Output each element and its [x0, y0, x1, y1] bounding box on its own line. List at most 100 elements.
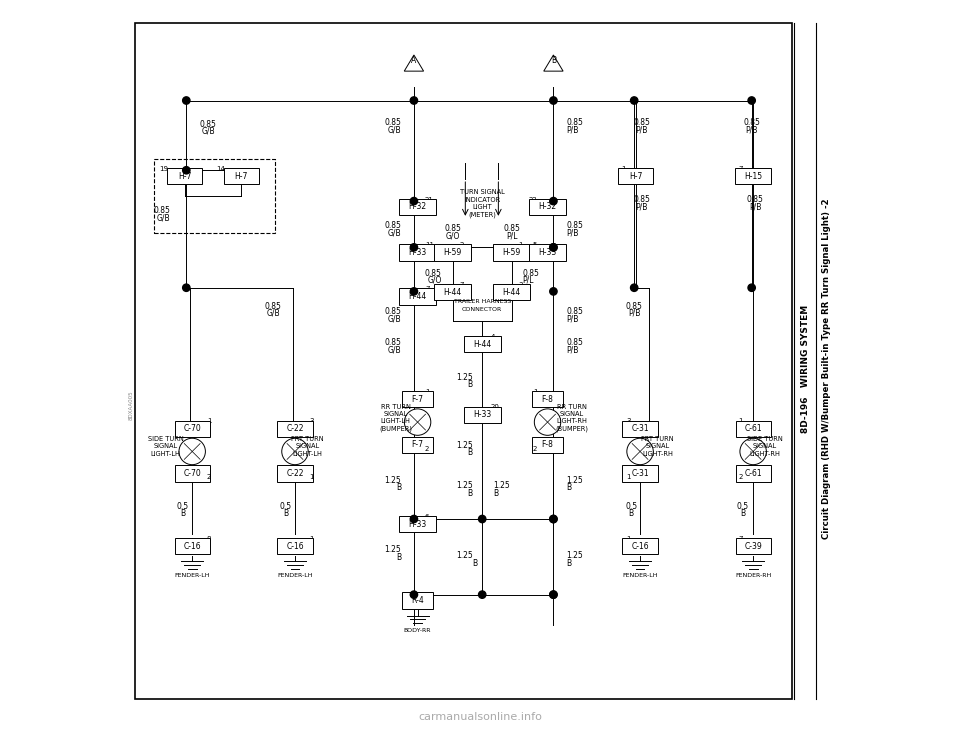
Text: 1: 1 — [626, 536, 631, 542]
Text: C-61: C-61 — [744, 425, 762, 433]
Text: 6: 6 — [425, 514, 429, 520]
Text: G/B: G/B — [202, 127, 215, 136]
Bar — [277, 466, 313, 481]
Bar — [464, 336, 500, 352]
Text: B: B — [472, 559, 478, 567]
Text: G/B: G/B — [266, 309, 279, 318]
Circle shape — [550, 198, 557, 205]
Text: H-44: H-44 — [408, 292, 426, 301]
Text: 0.85: 0.85 — [425, 268, 442, 278]
Text: LIGHT-RH: LIGHT-RH — [750, 450, 780, 457]
Text: B: B — [629, 509, 634, 518]
Text: 0.85: 0.85 — [566, 307, 584, 315]
Text: FRT TURN: FRT TURN — [291, 436, 324, 442]
Text: 7: 7 — [460, 282, 464, 288]
Text: B: B — [566, 559, 572, 567]
Circle shape — [535, 409, 561, 436]
Text: FENDER-RH: FENDER-RH — [735, 573, 771, 578]
Text: CONNECTOR: CONNECTOR — [462, 307, 502, 312]
Circle shape — [550, 591, 557, 598]
Text: G/O: G/O — [427, 276, 442, 285]
Circle shape — [550, 244, 557, 251]
Text: RR TURN: RR TURN — [380, 404, 411, 410]
Text: A: A — [411, 56, 417, 66]
Text: 0.85: 0.85 — [747, 195, 764, 204]
Text: H-7: H-7 — [629, 172, 642, 181]
Text: FENDER-LH: FENDER-LH — [277, 573, 313, 578]
Circle shape — [182, 167, 190, 174]
Text: B: B — [468, 448, 472, 458]
Text: Circuit Diagram (RHD W/Bumper Built-in Type RR Turn Signal Light) -2: Circuit Diagram (RHD W/Bumper Built-in T… — [822, 198, 831, 539]
Bar — [402, 437, 433, 453]
Text: 1.25: 1.25 — [493, 481, 510, 491]
Text: 1: 1 — [310, 536, 314, 542]
Text: TRAILER HARNESS: TRAILER HARNESS — [453, 299, 511, 304]
Text: P/B: P/B — [749, 203, 761, 212]
Text: 0.85: 0.85 — [444, 225, 461, 234]
Text: G/B: G/B — [388, 346, 401, 354]
Text: 21: 21 — [425, 197, 434, 203]
Circle shape — [550, 97, 557, 104]
Bar — [735, 538, 771, 554]
Text: 0.85: 0.85 — [200, 119, 217, 128]
Bar — [399, 245, 436, 261]
Bar — [167, 168, 203, 184]
Text: H-33: H-33 — [539, 248, 557, 257]
Text: 1.25: 1.25 — [385, 545, 401, 554]
Circle shape — [410, 591, 418, 598]
Text: 1.25: 1.25 — [566, 551, 584, 560]
Text: C-31: C-31 — [632, 469, 649, 478]
Text: H-15: H-15 — [744, 172, 762, 181]
Text: R-4: R-4 — [411, 596, 424, 605]
Text: 0.85: 0.85 — [566, 338, 584, 347]
Text: 19: 19 — [159, 166, 169, 172]
Bar — [622, 538, 658, 554]
Text: 8: 8 — [206, 536, 211, 542]
Circle shape — [627, 439, 653, 465]
Text: LIGHT-LH: LIGHT-LH — [293, 450, 323, 457]
Text: C-70: C-70 — [183, 469, 201, 478]
Text: SIGNAL: SIGNAL — [646, 444, 670, 450]
Text: H-59: H-59 — [502, 248, 520, 257]
Circle shape — [478, 591, 486, 598]
Text: 1: 1 — [621, 166, 625, 172]
Text: B: B — [468, 489, 472, 497]
Text: C-70: C-70 — [183, 425, 201, 433]
Text: C-16: C-16 — [183, 542, 201, 551]
Text: 0.85: 0.85 — [385, 221, 401, 230]
Text: carmanualsonline.info: carmanualsonline.info — [418, 712, 542, 722]
Text: 5: 5 — [533, 242, 538, 248]
Bar — [493, 245, 530, 261]
Bar — [277, 538, 313, 554]
Text: G/B: G/B — [156, 214, 170, 223]
Text: C-39: C-39 — [744, 542, 762, 551]
Text: 1.25: 1.25 — [385, 475, 401, 485]
Text: 0.85: 0.85 — [503, 225, 520, 234]
Text: 3: 3 — [626, 419, 631, 425]
Text: 7: 7 — [738, 536, 743, 542]
Bar — [175, 538, 210, 554]
Circle shape — [410, 515, 418, 523]
Text: (BUMPER): (BUMPER) — [555, 425, 588, 432]
Text: 1: 1 — [310, 474, 314, 481]
Text: LIGHT-LH: LIGHT-LH — [151, 450, 180, 457]
Circle shape — [550, 244, 557, 251]
Bar — [493, 284, 530, 300]
Text: B: B — [468, 380, 472, 389]
Text: H-33: H-33 — [408, 520, 426, 528]
Text: G/O: G/O — [445, 232, 460, 241]
Bar — [175, 421, 210, 437]
Text: 11: 11 — [425, 242, 434, 248]
Bar — [532, 391, 563, 408]
Text: F-7: F-7 — [412, 395, 423, 404]
Bar — [402, 391, 433, 408]
Bar — [622, 421, 658, 437]
Bar — [735, 466, 771, 481]
Circle shape — [281, 439, 308, 465]
Circle shape — [550, 591, 557, 598]
Text: P/B: P/B — [636, 125, 648, 134]
Text: LIGHT-LH: LIGHT-LH — [380, 419, 411, 425]
Text: P/B: P/B — [566, 314, 579, 323]
Circle shape — [550, 515, 557, 523]
Text: FENDER-LH: FENDER-LH — [175, 573, 210, 578]
